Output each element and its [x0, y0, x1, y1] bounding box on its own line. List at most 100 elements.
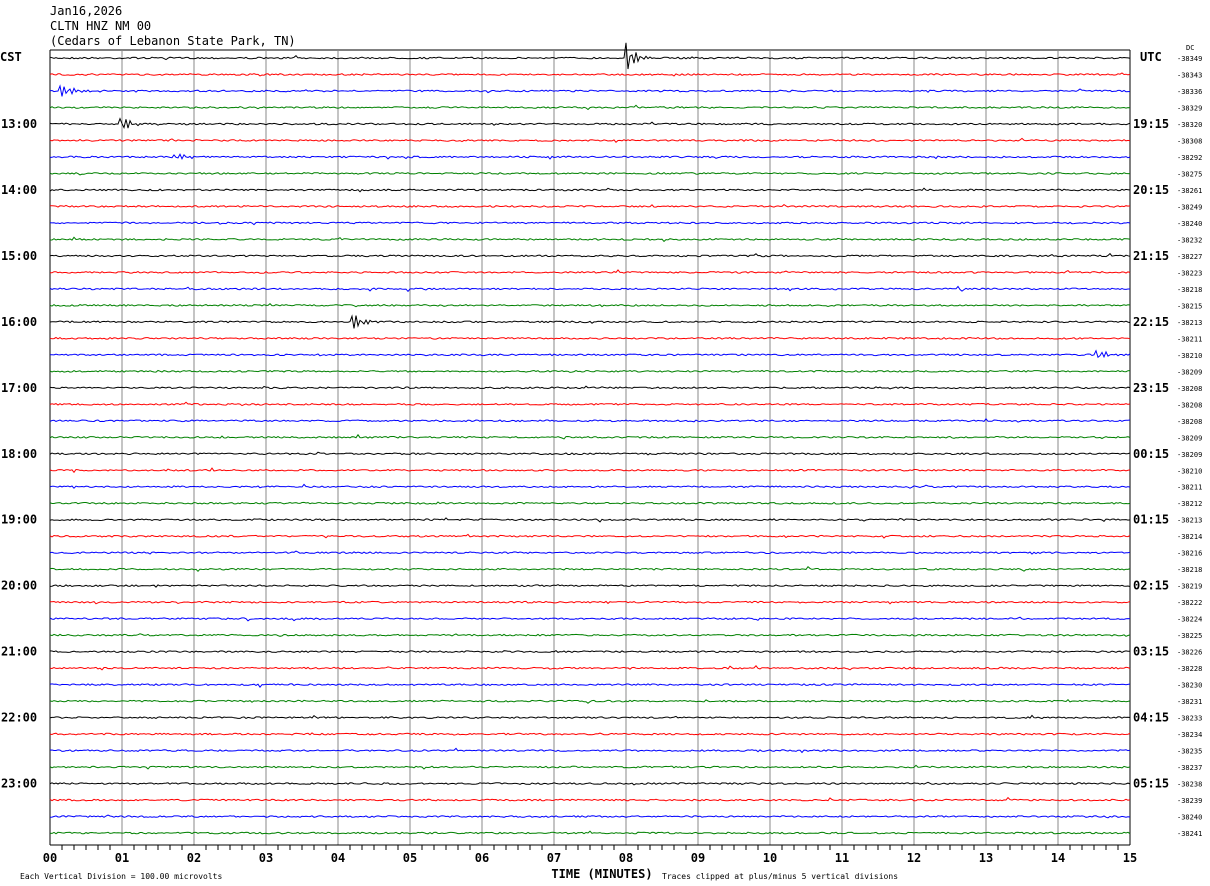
left-hour-label: 20:00: [1, 579, 37, 593]
left-hour-label: 13:00: [1, 117, 37, 131]
seismic-trace: [49, 550, 1131, 555]
dc-offset-label: -38275: [1177, 170, 1202, 178]
left-hour-label: 19:00: [1, 513, 37, 527]
seismic-trace: [49, 433, 1131, 440]
x-tick-label: 05: [403, 851, 417, 865]
dc-offset-label: -38336: [1177, 88, 1202, 96]
seismic-trace: [49, 314, 1131, 329]
seismic-trace: [49, 616, 1131, 622]
right-hour-label: 20:15: [1133, 183, 1169, 197]
x-tick-label: 07: [547, 851, 561, 865]
seismic-trace: [49, 84, 1131, 97]
left-hour-label: 18:00: [1, 447, 37, 461]
location-label: (Cedars of Lebanon State Park, TN): [50, 34, 296, 48]
x-tick-label: 09: [691, 851, 705, 865]
date-label: Jan16,2026: [50, 4, 123, 18]
seismic-trace: [49, 221, 1131, 226]
dc-offset-label: -38218: [1177, 286, 1202, 294]
seismic-trace: [49, 171, 1131, 176]
x-tick-label: 08: [619, 851, 633, 865]
seismic-trace: [49, 781, 1131, 786]
dc-offset-label: -38238: [1177, 781, 1202, 789]
seismic-trace: [49, 698, 1131, 704]
dc-offset-label: -38218: [1177, 566, 1202, 574]
left-timezone-label: CST: [0, 50, 22, 64]
station-label: CLTN HNZ NM 00: [50, 19, 152, 33]
right-hour-label: 23:15: [1133, 381, 1169, 395]
seismic-trace: [49, 252, 1131, 258]
dc-offset-label: -38213: [1177, 319, 1202, 327]
dc-offset-label: -38329: [1177, 104, 1202, 112]
seismic-trace: [49, 830, 1131, 835]
seismic-trace: [49, 533, 1131, 539]
seismic-trace: [49, 42, 1131, 70]
dc-offset-label: -38209: [1177, 434, 1202, 442]
dc-offset-label: -38235: [1177, 748, 1202, 756]
seismic-trace: [49, 336, 1131, 340]
dc-offset-label: -38237: [1177, 764, 1202, 772]
dc-offset-label: -38209: [1177, 451, 1202, 459]
seismic-trace: [49, 665, 1131, 671]
dc-offset-label: -38208: [1177, 401, 1202, 409]
dc-offset-label: -38208: [1177, 418, 1202, 426]
seismic-trace: [49, 187, 1131, 193]
seismic-trace: [49, 747, 1131, 754]
seismic-trace: [49, 72, 1131, 77]
seismic-trace: [49, 517, 1131, 523]
right-hour-label: 04:15: [1133, 711, 1169, 725]
left-hour-label: 16:00: [1, 315, 37, 329]
dc-offset-label: -38214: [1177, 533, 1202, 541]
dc-offset-label: -38225: [1177, 632, 1202, 640]
seismic-trace: [49, 153, 1131, 160]
x-tick-label: 10: [763, 851, 777, 865]
right-timezone-label: UTC: [1140, 50, 1162, 64]
seismic-trace: [49, 349, 1131, 359]
right-hour-label: 01:15: [1133, 513, 1169, 527]
seismic-trace: [49, 417, 1131, 423]
seismic-trace: [49, 814, 1131, 819]
right-hour-label: 02:15: [1133, 579, 1169, 593]
seismic-trace: [49, 649, 1130, 654]
seismic-trace: [49, 117, 1131, 130]
dc-offset-label: -38292: [1177, 154, 1202, 162]
dc-header: DC: [1186, 44, 1194, 52]
dc-offset-label: -38210: [1177, 352, 1202, 360]
seismic-trace: [49, 303, 1131, 308]
dc-offset-label: -38343: [1177, 71, 1202, 79]
seismic-trace: [49, 683, 1131, 689]
dc-offset-label: -38320: [1177, 121, 1202, 129]
left-hour-label: 17:00: [1, 381, 37, 395]
dc-offset-label: -38240: [1177, 220, 1202, 228]
dc-offset-label: -38216: [1177, 550, 1202, 558]
seismic-trace: [50, 269, 1131, 274]
seismic-trace: [49, 483, 1131, 489]
seismic-trace: [49, 137, 1131, 144]
dc-offset-label: -38224: [1177, 616, 1202, 624]
dc-offset-label: -38215: [1177, 302, 1202, 310]
dc-offset-label: -38211: [1177, 335, 1202, 343]
dc-offset-label: -38228: [1177, 665, 1202, 673]
seismic-trace: [49, 732, 1131, 736]
dc-offset-label: -38222: [1177, 599, 1202, 607]
x-tick-label: 15: [1123, 851, 1137, 865]
seismic-trace: [49, 796, 1131, 802]
dc-offset-label: -38349: [1177, 55, 1202, 63]
dc-offset-label: -38241: [1177, 830, 1202, 838]
seismic-trace: [49, 104, 1131, 111]
dc-offset-label: -38230: [1177, 682, 1202, 690]
dc-offset-label: -38239: [1177, 797, 1202, 805]
dc-offset-label: -38209: [1177, 368, 1202, 376]
dc-offset-label: -38219: [1177, 583, 1202, 591]
seismic-trace: [49, 203, 1131, 208]
seismic-trace: [49, 600, 1131, 605]
scale-note: Each Vertical Division = 100.00 microvol…: [20, 872, 222, 881]
dc-offset-label: -38226: [1177, 649, 1202, 657]
x-tick-label: 06: [475, 851, 489, 865]
seismic-trace: [49, 584, 1131, 588]
x-tick-label: 04: [331, 851, 345, 865]
dc-offset-label: -38212: [1177, 500, 1202, 508]
dc-offset-label: -38223: [1177, 269, 1202, 277]
right-hour-label: 00:15: [1133, 447, 1169, 461]
left-hour-label: 15:00: [1, 249, 37, 263]
right-hour-label: 03:15: [1133, 645, 1169, 659]
